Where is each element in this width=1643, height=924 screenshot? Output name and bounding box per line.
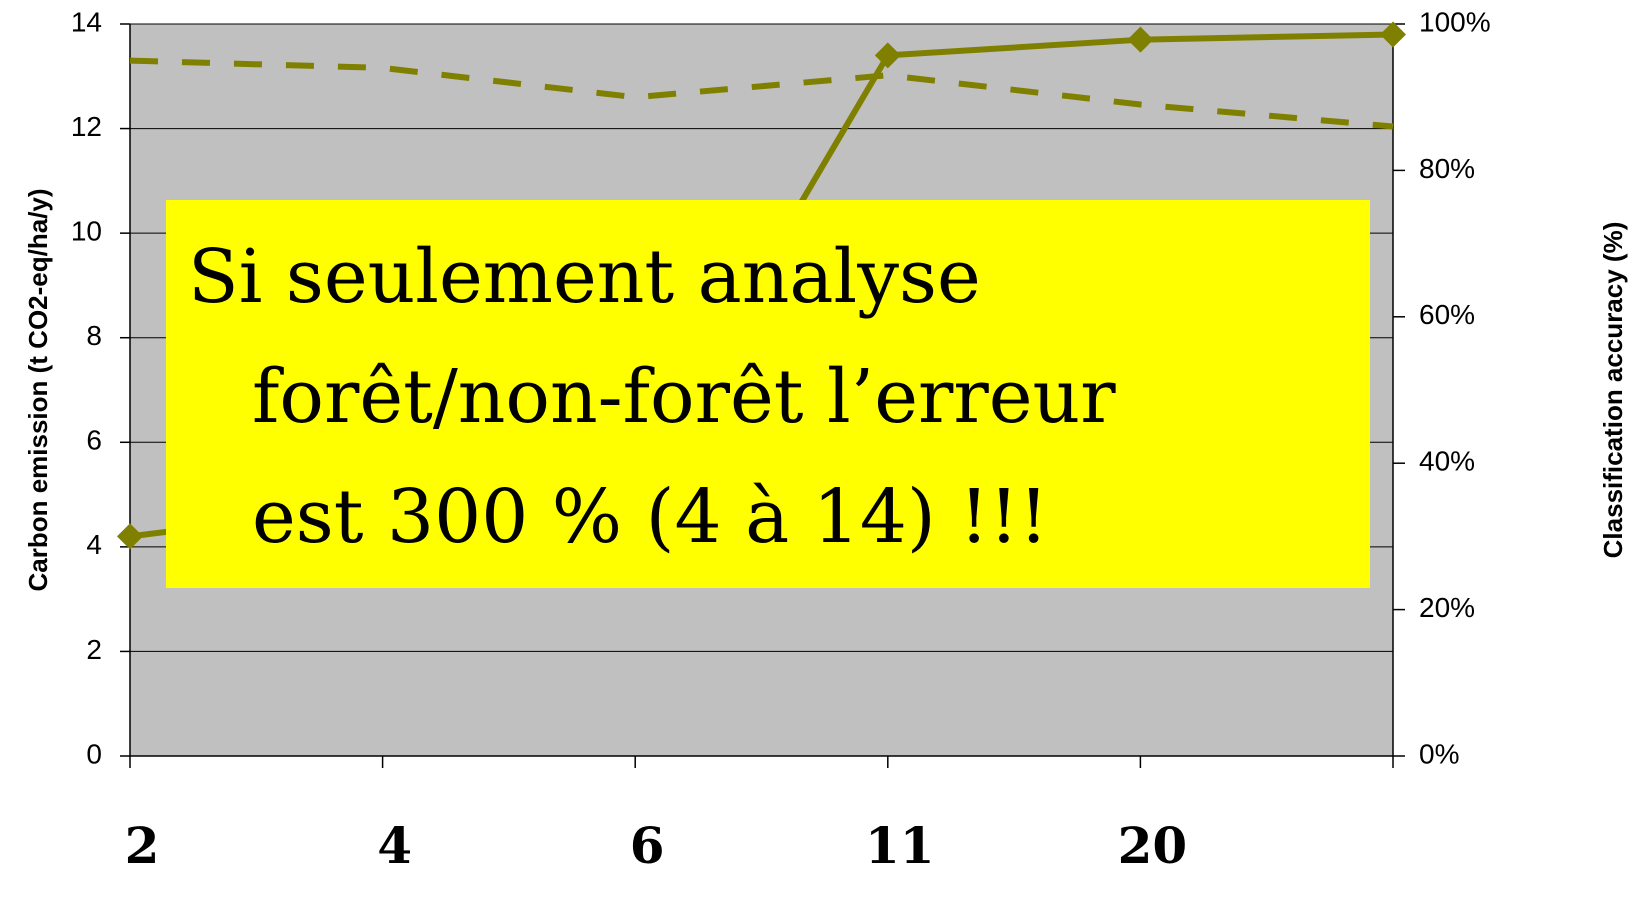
y2-axis-title: Classification accuracy (%) <box>1598 222 1628 559</box>
y-tick-label: 6 <box>86 425 102 456</box>
y-tick-label: 12 <box>71 111 102 142</box>
annotation-box <box>166 200 1370 588</box>
annotation-text: forêt/non-forêt l’erreur <box>252 354 1116 440</box>
x-tick-label: 11 <box>865 816 935 875</box>
y2-tick-label: 0% <box>1419 738 1459 769</box>
marker <box>117 523 143 550</box>
y2-tick-label: 60% <box>1419 299 1475 330</box>
y-axis-title: Carbon emission (t CO2-eq/ha/y) <box>23 188 53 591</box>
annotation-text: Si seulement analyse <box>188 234 981 320</box>
marker <box>1380 21 1406 48</box>
y2-tick-label: 40% <box>1419 446 1475 477</box>
dashed-line <box>129 57 1394 130</box>
y-tick-label: 8 <box>86 320 102 351</box>
y2-tick-label: 20% <box>1419 592 1475 623</box>
x-tick-label: 20 <box>1118 816 1188 875</box>
y2-tick-label: 100% <box>1419 6 1491 37</box>
x-tick-label: 6 <box>630 816 665 875</box>
x-tick-label: 2 <box>125 816 160 875</box>
y2-tick-label: 80% <box>1419 153 1475 184</box>
y-tick-label: 0 <box>86 738 102 769</box>
marker <box>1127 26 1154 53</box>
y-tick-label: 14 <box>71 6 102 37</box>
y-tick-label: 10 <box>71 216 102 247</box>
y-tick-label: 4 <box>86 529 102 560</box>
y-tick-label: 2 <box>86 634 102 665</box>
annotation-text: est 300 % (4 à 14) !!! <box>252 474 1049 560</box>
marker <box>874 42 901 69</box>
x-tick-label: 4 <box>377 816 412 875</box>
